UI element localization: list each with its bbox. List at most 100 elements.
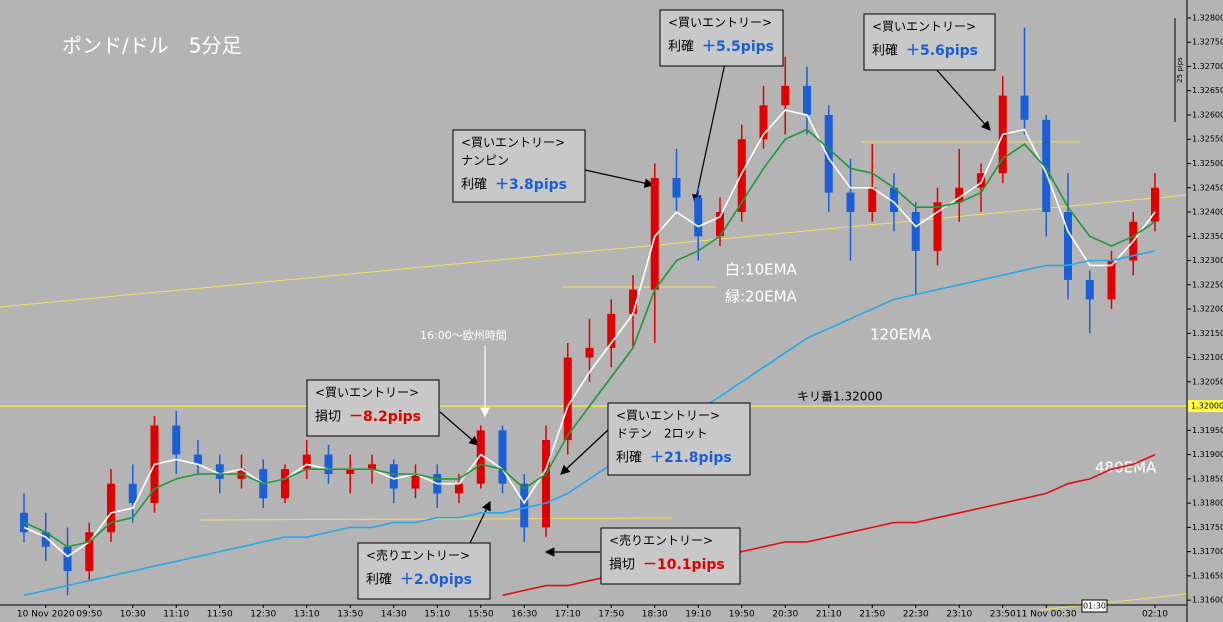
entry-box: <買いエントリー> 利確 ＋5.5pips: [659, 9, 784, 67]
entry-box-line: <売りエントリー>: [366, 548, 470, 563]
entry-box-line: ナンピン: [461, 154, 509, 168]
ema-line: [23, 128, 1156, 548]
x-tick-label: 15:50: [468, 610, 494, 620]
arrows: [439, 62, 991, 557]
candle-body: [737, 139, 746, 213]
y-tick-label: 1.32600: [1192, 110, 1223, 119]
time-marker-box: [1081, 599, 1108, 613]
y-tick-label: 1.31850: [1192, 474, 1223, 483]
arrow: [560, 429, 609, 475]
y-tick-label: 1.32650: [1192, 86, 1223, 95]
entry-result-label: 損切: [609, 558, 635, 573]
candle-body: [672, 178, 681, 198]
x-tick-label: 22:30: [903, 610, 929, 620]
entry-result: －8.2pips: [349, 409, 421, 425]
candle-body: [172, 425, 181, 455]
entry-box: <買いエントリー> 利確 ＋5.6pips: [863, 13, 996, 71]
x-tick-label: 11:50: [207, 610, 233, 620]
x-tick-label: 10 Nov 2020: [17, 610, 75, 620]
level-label: 1.32000: [1191, 402, 1223, 411]
x-tick-label: 15:10: [424, 610, 450, 620]
entry-result-label: 利確: [461, 177, 487, 193]
x-tick-label: 02:10: [1142, 610, 1168, 620]
candle-body: [890, 187, 898, 213]
time-marker: 01:30: [1083, 602, 1106, 611]
entry-box-line: <買いエントリー>: [315, 386, 419, 400]
x-tick-label: 11:10: [163, 610, 189, 620]
candle-body: [107, 483, 115, 533]
entry-result: ＋21.8pips: [650, 450, 732, 466]
trend-line: [1039, 593, 1188, 611]
entry-result: ＋2.0pips: [400, 572, 472, 588]
candle-body: [803, 85, 811, 115]
y-tick-label: 1.31700: [1192, 547, 1223, 556]
entry-result-label: 利確: [668, 39, 694, 55]
entry-box-line: <買いエントリー>: [616, 409, 720, 423]
x-tick-label: 19:50: [729, 610, 755, 620]
entry-result: ＋5.5pips: [702, 39, 774, 55]
candle-body: [63, 546, 72, 572]
candle-body: [694, 197, 703, 237]
candle-body: [455, 483, 463, 494]
candle-body: [629, 289, 637, 314]
entry-box-frame: [452, 129, 586, 203]
y-tick-label: 1.32400: [1192, 208, 1223, 217]
candle-body: [215, 464, 224, 479]
candle-body: [716, 212, 724, 237]
candle-body: [781, 85, 790, 106]
arrow: [469, 500, 491, 544]
entry-box-line: <買いエントリー>: [872, 20, 976, 34]
candle-body: [911, 212, 920, 251]
trend-line: [0, 194, 1188, 308]
entry-box-line: <買いエントリー>: [461, 136, 565, 150]
entry-box-line: ドテン 2ロット: [616, 427, 708, 441]
y-tick-label: 1.32200: [1192, 305, 1223, 314]
entry-result: ＋5.6pips: [906, 43, 978, 59]
x-tick-label: 19:10: [685, 610, 711, 620]
candle-body: [476, 430, 485, 484]
x-tick-label: 11 Nov 00:30: [1016, 610, 1077, 620]
y-tick-label: 1.32150: [1192, 329, 1223, 338]
candle-body: [1107, 260, 1116, 300]
plot-under: [0, 141, 1188, 611]
candle-body: [585, 347, 594, 358]
x-tick-label: 21:10: [816, 610, 842, 620]
entry-box-line: <買いエントリー>: [668, 16, 772, 30]
y-tick-label: 1.32100: [1192, 353, 1223, 362]
ema-line: [23, 250, 1156, 597]
annotation: 緑:20EMA: [725, 288, 798, 306]
range-note: 25 pips: [1176, 57, 1184, 83]
annotation: 16:00～欧州時間: [420, 329, 507, 342]
arrow: [692, 62, 726, 205]
candle-body: [368, 464, 376, 470]
x-tick-label: 13:50: [337, 610, 363, 620]
chart-title: ポンド/ドル 5分足: [62, 34, 241, 58]
candle-body: [607, 313, 616, 348]
candle-body: [389, 464, 398, 489]
y-tick-label: 1.31950: [1192, 426, 1223, 435]
candle-body: [542, 440, 550, 528]
candle-body: [563, 357, 572, 441]
annotation: キリ番1.32000: [797, 390, 883, 404]
candle-body: [759, 105, 768, 140]
entry-result-label: 利確: [872, 43, 898, 59]
y-tick-label: 1.32750: [1192, 38, 1223, 47]
y-tick-label: 1.32700: [1192, 62, 1223, 71]
candle-body: [933, 202, 942, 251]
y-tick-label: 1.32300: [1192, 256, 1223, 265]
candle-body: [85, 532, 94, 572]
y-tick-label: 1.32800: [1192, 13, 1223, 22]
entry-result: －10.1pips: [643, 557, 725, 573]
candle-body: [324, 454, 333, 475]
entry-box-line: <売りエントリー>: [609, 533, 713, 548]
candle-body: [1020, 95, 1029, 120]
entry-box: <売りエントリー> 利確 ＋2.0pips: [357, 542, 491, 600]
candle-body: [194, 454, 202, 465]
entry-result: ＋3.8pips: [495, 177, 567, 193]
x-tick-label: 12:30: [250, 610, 276, 620]
x-tick-label: 23:50: [990, 610, 1016, 620]
annotation: 480EMA: [1095, 459, 1157, 477]
x-tick-label: 23:10: [946, 610, 972, 620]
candle-body: [41, 532, 50, 547]
